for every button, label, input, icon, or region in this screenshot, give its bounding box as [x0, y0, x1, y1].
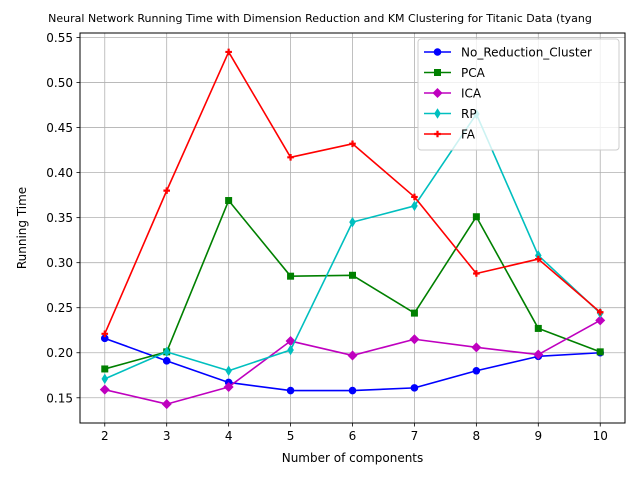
data-point: [473, 270, 480, 277]
data-point: [162, 357, 171, 365]
data-point: [349, 140, 356, 148]
data-point: [287, 153, 294, 161]
y-tick-label: 0.40: [46, 166, 73, 180]
data-point: [471, 342, 482, 353]
data-point: [225, 48, 232, 56]
data-point: [533, 349, 544, 360]
data-point: [349, 216, 356, 228]
chart-title: Neural Network Running Time with Dimensi…: [48, 12, 592, 25]
y-tick-label: 0.15: [46, 391, 73, 405]
y-tick-label: 0.30: [46, 256, 73, 270]
data-point: [349, 271, 356, 279]
legend-marker: [434, 108, 441, 119]
y-tick-label: 0.50: [46, 76, 73, 90]
x-tick-label: 9: [534, 429, 542, 443]
x-tick-label: 3: [163, 429, 171, 443]
data-point: [411, 193, 418, 201]
legend-entry: PCA: [424, 66, 486, 80]
data-point: [99, 384, 110, 395]
data-point: [411, 200, 418, 212]
legend-entry: No_Reduction_Cluster: [424, 46, 592, 60]
series-ica: [99, 315, 606, 410]
y-tick-label: 0.35: [46, 211, 73, 225]
legend-label: RP: [461, 107, 477, 121]
data-point: [223, 381, 234, 392]
y-tick-label: 0.45: [46, 121, 73, 135]
legend-entry: FA: [424, 128, 476, 142]
data-point: [101, 373, 109, 385]
series-fa: [101, 48, 604, 338]
legend-marker: [433, 48, 442, 56]
legend-marker: [434, 130, 441, 138]
x-tick-label: 8: [473, 429, 481, 443]
data-point: [534, 255, 542, 263]
data-point: [163, 187, 171, 194]
data-point: [596, 308, 604, 316]
legend-label: PCA: [461, 66, 486, 80]
y-axis-label: Running Time: [15, 187, 29, 269]
data-point: [287, 272, 295, 280]
data-point: [595, 315, 606, 326]
data-point: [101, 365, 109, 373]
x-tick-label: 5: [287, 429, 295, 443]
data-point: [348, 386, 357, 395]
x-tick-label: 6: [349, 429, 357, 443]
legend-marker: [434, 69, 441, 76]
x-tick-label: 4: [225, 429, 233, 443]
data-point: [225, 197, 233, 205]
data-point: [534, 324, 542, 332]
series-pca: [101, 197, 604, 373]
y-tick-label: 0.25: [46, 301, 73, 315]
x-tick-label: 2: [101, 429, 109, 443]
legend-marker: [432, 87, 443, 99]
data-point: [410, 384, 419, 392]
y-tick-label: 0.20: [46, 346, 73, 360]
legend-label: ICA: [461, 87, 482, 101]
data-point: [287, 344, 294, 356]
data-point: [409, 334, 420, 345]
data-point: [472, 366, 481, 375]
x-tick-label: 7: [411, 429, 419, 443]
legend: No_Reduction_Cluster PCA ICA RP FA: [417, 38, 620, 151]
y-tick-label: 0.55: [46, 31, 73, 45]
legend-box: [417, 38, 620, 151]
data-point: [161, 399, 172, 410]
x-axis-label: Number of components: [282, 451, 424, 465]
data-point: [410, 309, 418, 317]
data-point: [101, 330, 109, 338]
data-point: [596, 348, 604, 356]
legend-label: No_Reduction_Cluster: [461, 46, 592, 60]
data-point: [347, 350, 358, 361]
data-point: [163, 346, 170, 358]
legend-entry: RP: [424, 107, 477, 121]
x-tick-label: 10: [593, 429, 608, 443]
data-point: [225, 365, 232, 377]
legend-entry: ICA: [424, 87, 482, 101]
legend-label: FA: [461, 128, 476, 142]
data-point: [286, 386, 295, 395]
data-point: [472, 213, 480, 221]
